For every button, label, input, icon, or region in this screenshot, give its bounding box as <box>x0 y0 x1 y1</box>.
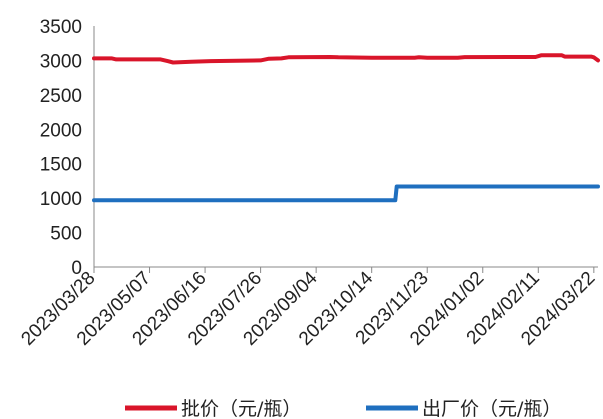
y-tick-label: 2000 <box>40 120 82 141</box>
y-tick-label: 3500 <box>40 17 82 38</box>
y-axis: 0 500 1000 1500 2000 2500 3000 3500 <box>40 17 95 279</box>
y-tick-label: 1500 <box>40 155 82 176</box>
y-tick-label: 2500 <box>40 86 82 107</box>
legend-label-1: 批价（元/瓶） <box>181 398 301 419</box>
y-tick-label: 0 <box>71 258 82 279</box>
legend-label-2: 出厂价（元/瓶） <box>422 398 561 419</box>
legend: 批价（元/瓶） 出厂价（元/瓶） <box>125 398 561 419</box>
series-line-1 <box>92 53 600 65</box>
series-line-2 <box>92 184 600 203</box>
y-tick-label: 1000 <box>40 189 82 210</box>
series-layer <box>92 53 600 203</box>
x-axis: 2023/03/282023/05/072023/06/162023/07/26… <box>17 266 599 350</box>
y-tick-label: 3000 <box>40 51 82 72</box>
y-tick-label: 500 <box>50 224 82 245</box>
